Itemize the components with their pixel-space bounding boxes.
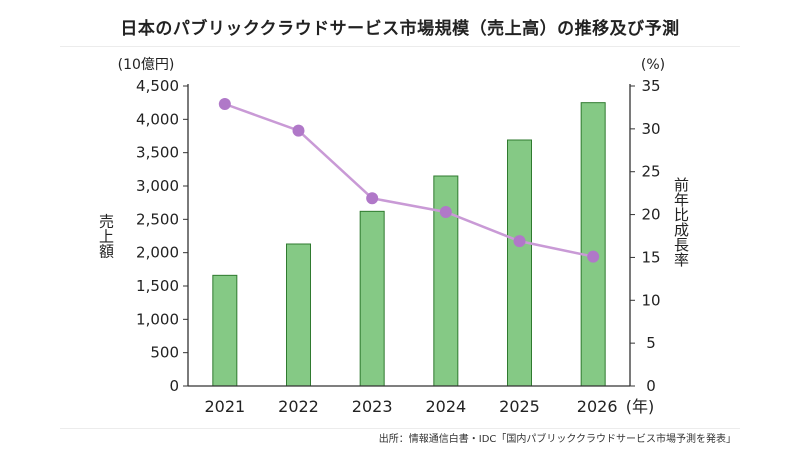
- bars-layer: [212, 102, 606, 387]
- left-tick-label: 3,000: [136, 177, 179, 195]
- chart-title: 日本のパブリッククラウドサービス市場規模（売上高）の推移及び予測: [120, 19, 680, 39]
- growth-point-2023: [366, 192, 379, 205]
- left-tick-label: 4,500: [136, 77, 179, 95]
- right-tick-label: 20: [641, 206, 660, 224]
- x-tick-2022: 2022: [278, 397, 319, 416]
- right-tick-label: 30: [641, 120, 660, 138]
- x-tick-2023: 2023: [352, 397, 393, 416]
- left-axis-label: 売上額: [97, 214, 115, 259]
- right-tick-label: 5: [646, 334, 656, 352]
- left-tick-label: 0: [169, 377, 179, 395]
- growth-point-2025: [513, 235, 526, 248]
- bar-2026: [580, 102, 606, 387]
- left-tick-label: 4,000: [136, 110, 179, 128]
- bar-2025: [507, 139, 532, 387]
- x-tick-2024: 2024: [425, 397, 466, 416]
- x-tick-2025: 2025: [499, 397, 540, 416]
- right-tick-label: 15: [641, 248, 660, 266]
- left-tick-label: 1,000: [136, 310, 179, 328]
- bar-2021: [212, 274, 238, 387]
- growth-point-2021: [218, 98, 231, 110]
- right-tick-label: 35: [641, 77, 660, 95]
- right-tick-label: 10: [641, 291, 660, 309]
- right-axis-unit: (%): [641, 57, 665, 73]
- line-layer: [218, 98, 600, 263]
- left-tick-label: 1,500: [136, 277, 179, 295]
- title-divider: [60, 46, 740, 47]
- growth-rate-line: [224, 102, 594, 258]
- footer-divider: [60, 428, 740, 429]
- source-note: 出所：情報通信白書・IDC「国内パブリッククラウドサービス市場予測を発表」: [378, 434, 736, 445]
- bar-2023: [359, 210, 385, 387]
- growth-point-2022: [292, 124, 305, 137]
- right-tick-label: 25: [641, 163, 660, 181]
- x-tick-2026: 2026: [577, 397, 618, 416]
- left-tick-label: 2,500: [136, 210, 179, 228]
- axes-layer: 0 500 1,000 1,500 2,000 2,500 3,000 3,500 4,000 4…: [136, 77, 661, 416]
- right-tick-label: 0: [646, 377, 656, 395]
- left-tick-label: 500: [150, 344, 179, 362]
- growth-point-2026: [587, 250, 600, 263]
- growth-point-2024: [439, 206, 452, 218]
- x-tick-2021: 2021: [204, 397, 245, 416]
- left-tick-label: 3,500: [136, 144, 179, 162]
- x-axis-unit: (年): [626, 397, 655, 416]
- left-axis-unit: (10億円): [118, 57, 175, 73]
- bar-2022: [286, 243, 311, 387]
- right-axis-label: 前年比成長率: [672, 177, 690, 267]
- left-tick-label: 2,000: [136, 244, 179, 262]
